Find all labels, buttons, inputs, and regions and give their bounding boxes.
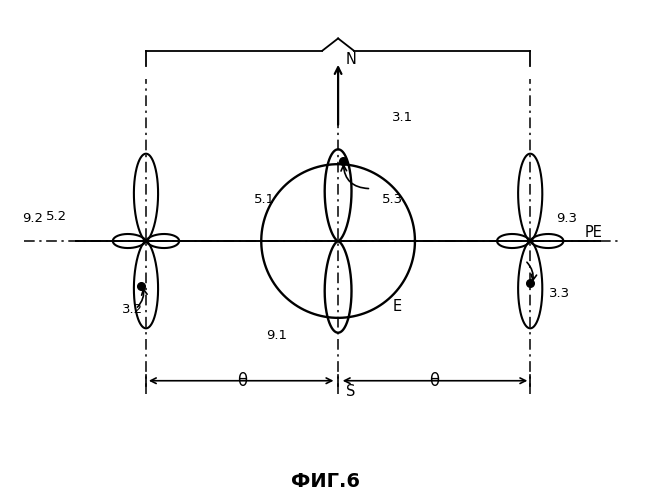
Text: E: E (392, 299, 401, 314)
Text: θ: θ (237, 372, 247, 390)
Text: 9.3: 9.3 (556, 212, 577, 225)
Text: S: S (346, 384, 356, 398)
Text: θ: θ (429, 372, 439, 390)
Text: 9.2: 9.2 (22, 212, 43, 225)
Text: ФИГ.6: ФИГ.6 (291, 472, 359, 491)
Text: 5.1: 5.1 (254, 192, 275, 205)
Text: N: N (346, 52, 357, 67)
Text: 3.1: 3.1 (392, 110, 413, 124)
Text: 3.3: 3.3 (549, 287, 571, 300)
Text: 3.2: 3.2 (122, 302, 142, 316)
Text: PE: PE (584, 225, 603, 240)
Text: 9.1: 9.1 (266, 329, 287, 342)
Text: 5.3: 5.3 (382, 192, 403, 205)
Text: 5.2: 5.2 (46, 210, 68, 223)
